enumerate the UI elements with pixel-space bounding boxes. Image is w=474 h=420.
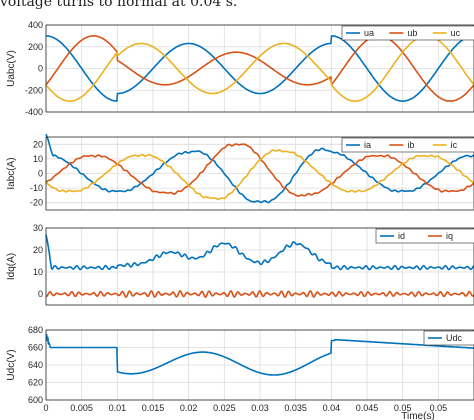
x-tick-label: 0.01 (109, 403, 127, 413)
legend: Udc (423, 330, 474, 346)
y-tick-label: -20 (30, 198, 43, 208)
chart-panel-4: 600 620 640 660 680 Udc(V) Udc 0 0.005 0.01 0.015 0… (6, 325, 474, 420)
x-tick-label: 0.025 (213, 403, 236, 413)
y-tick-label: 620 (28, 378, 43, 388)
axes-frame (45, 136, 474, 211)
y-axis-label: Iabc(A) (6, 157, 17, 189)
series-ic-line (45, 149, 474, 201)
x-tick-label: 0.035 (284, 403, 307, 413)
y-tick-label: 0 (38, 169, 43, 179)
chart-panel-3: 0 10 20 30 Idq(A) id iq (6, 223, 474, 306)
x-tick-label: 0.02 (180, 403, 198, 413)
y-tick-label: 680 (28, 325, 43, 335)
y-tick-label: 20 (33, 245, 43, 255)
y-tick-label: -400 (25, 107, 43, 117)
series-ia-line (45, 133, 474, 204)
y-tick-label: 400 (28, 20, 43, 30)
legend-box (341, 137, 474, 153)
y-tick-label: 0 (38, 64, 43, 74)
y-tick-label: 30 (33, 223, 43, 233)
y-tick-label: 640 (28, 360, 43, 370)
legend-label-Udc: Udc (446, 333, 463, 343)
x-tick-label: 0 (43, 403, 48, 413)
axes-frame (45, 24, 474, 113)
y-tick-label: 20 (33, 139, 43, 149)
axes-frame (45, 227, 474, 306)
y-tick-label: 10 (33, 267, 43, 277)
caption-text: voltage turns to normal at 0.04 s. (0, 0, 238, 10)
y-tick-label: 660 (28, 343, 43, 353)
legend-label-ub: ub (407, 28, 417, 38)
series-id-line (45, 234, 474, 271)
legend-label-uc: uc (451, 28, 461, 38)
series-ua-line (45, 35, 474, 102)
legend-box (375, 228, 474, 244)
y-tick-label: -200 (25, 85, 43, 95)
y-axis-label: Idq(A) (6, 253, 17, 280)
x-axis-label: Time(s) (401, 411, 435, 420)
x-tick-label: 0.04 (323, 403, 341, 413)
legend-label-ua: ua (364, 28, 374, 38)
legend: ua ub uc (341, 25, 474, 41)
y-tick-label: 10 (33, 154, 43, 164)
legend-label-iq: iq (446, 231, 453, 241)
y-tick-label: 200 (28, 42, 43, 52)
series-uc-line (45, 35, 474, 102)
axes-frame (45, 329, 474, 401)
legend-label-ib: ib (407, 140, 414, 150)
y-axis-label: Udc(V) (6, 349, 17, 380)
y-tick-label: 0 (38, 289, 43, 299)
legend: id iq (375, 228, 474, 244)
legend-box (423, 330, 474, 346)
x-tick-label: 0.05 (430, 403, 448, 413)
legend-label-ic: ic (451, 140, 458, 150)
y-tick-label: -10 (30, 183, 43, 193)
x-tick-label: 0.05 (394, 403, 412, 413)
x-tick-label: 0.015 (142, 403, 165, 413)
chart-panel-1: -400 -200 0 200 400 Uabc(V) ua ub uc (6, 20, 474, 117)
x-tick-label: 0.03 (251, 403, 269, 413)
series-iq-line (45, 290, 474, 298)
legend-box (341, 25, 474, 41)
y-tick-label: 600 (28, 395, 43, 405)
legend-label-id: id (398, 231, 405, 241)
chart-panel-2: -20 -10 0 10 20 Iabc(A) ia ib ic (6, 133, 474, 211)
x-tick-label: 0.005 (70, 403, 93, 413)
y-axis-label: Uabc(V) (6, 50, 17, 87)
series-Udc-line (45, 333, 474, 376)
legend: ia ib ic (341, 137, 474, 153)
legend-label-ia: ia (364, 140, 371, 150)
x-tick-label: 0.045 (356, 403, 379, 413)
